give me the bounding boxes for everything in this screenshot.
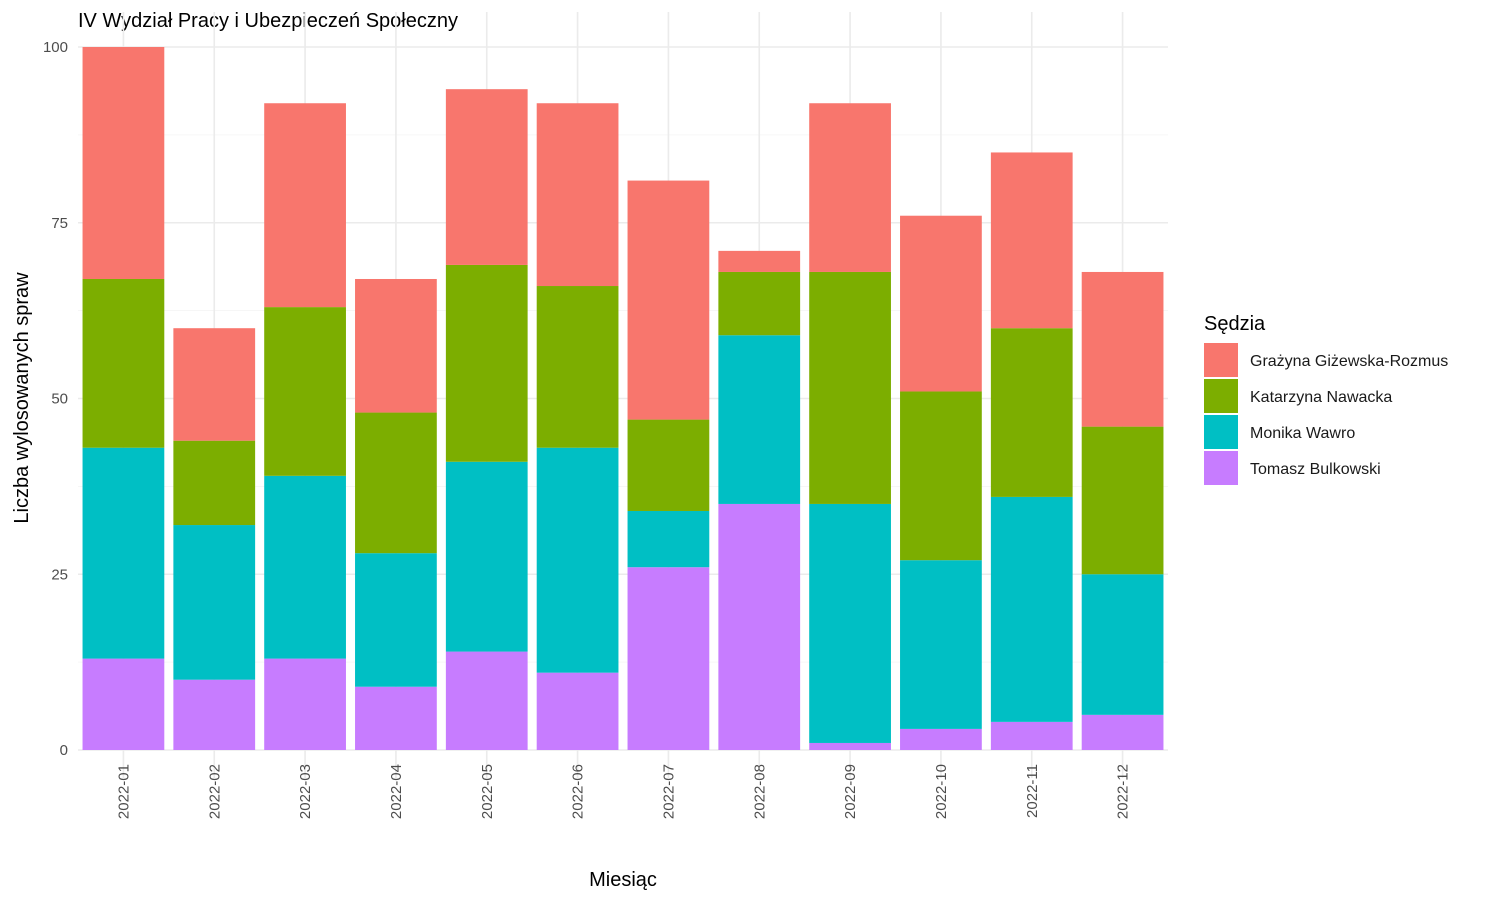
bar-segment — [445, 461, 528, 652]
bar-segment — [627, 180, 710, 420]
y-tick-label: 50 — [51, 391, 68, 408]
bar-segment — [627, 419, 710, 511]
legend-title: Sędzia — [1204, 313, 1266, 335]
bar-segment — [355, 412, 437, 554]
bar-segment — [264, 475, 346, 659]
x-tick-label: 2022-12 — [1115, 764, 1132, 819]
y-tick-label: 25 — [51, 566, 68, 583]
legend-label: Monika Wawro — [1250, 425, 1355, 442]
legend-swatch — [1204, 343, 1238, 377]
x-tick-label: 2022-06 — [570, 764, 587, 819]
bar-segment — [355, 553, 437, 687]
bar-segment — [536, 286, 619, 448]
bar-segment — [990, 328, 1073, 497]
bar-segment — [536, 672, 619, 750]
bar-segment — [355, 686, 437, 750]
chart-title: IV Wydział Pracy i Ubezpieczeń Społeczny — [78, 10, 458, 32]
bar-segment — [900, 560, 982, 729]
bar-segment — [536, 447, 619, 673]
y-tick-label: 100 — [43, 39, 68, 56]
bar-segment — [82, 47, 165, 279]
bar-segment — [809, 271, 891, 504]
bar-segment — [809, 503, 891, 743]
bar-segment — [990, 721, 1073, 750]
bar-segment — [445, 651, 528, 750]
bar-segment — [809, 742, 891, 750]
legend-label: Katarzyna Nawacka — [1250, 389, 1392, 406]
x-tick-label: 2022-03 — [297, 764, 314, 819]
bar-segment — [900, 215, 982, 392]
x-tick-label: 2022-10 — [933, 764, 950, 819]
legend-label: Grażyna Giżewska-Rozmus — [1250, 353, 1448, 370]
bar-segment — [718, 503, 801, 750]
x-tick-label: 2022-02 — [206, 764, 223, 819]
x-tick-label: 2022-04 — [388, 764, 405, 819]
x-axis-ticks: 2022-01 2022-02 2022-03 2022-04 2022-05 2022-… — [115, 764, 1131, 819]
y-axis-title: Liczba wylosowanych spraw — [11, 272, 33, 524]
legend-label: Tomasz Bulkowski — [1250, 461, 1381, 478]
bar-segment — [809, 103, 891, 272]
bar-segment — [1081, 426, 1164, 575]
bar-segment — [1081, 574, 1164, 715]
bar-segment — [264, 307, 346, 476]
x-tick-label: 2022-08 — [751, 764, 768, 819]
bar-segment — [355, 278, 437, 413]
x-tick-label: 2022-11 — [1024, 764, 1041, 818]
bar-segment — [173, 328, 256, 441]
bar-segment — [264, 658, 346, 750]
y-tick-label: 75 — [51, 215, 68, 232]
x-tick-label: 2022-07 — [660, 764, 677, 819]
bar-segment — [173, 679, 256, 750]
legend: Sędzia Grażyna Giżewska-Rozmus Katarzyna … — [1204, 313, 1448, 485]
bar-segment — [990, 152, 1073, 329]
y-tick-label: 0 — [60, 742, 68, 759]
bar-segment — [82, 447, 165, 659]
bar-segment — [990, 496, 1073, 722]
bar-segment — [536, 103, 619, 287]
bar-segment — [718, 250, 801, 272]
bar-segment — [1081, 714, 1164, 750]
legend-swatch — [1204, 379, 1238, 413]
legend-swatch — [1204, 415, 1238, 449]
bar-segment — [900, 391, 982, 561]
x-axis-title: Miesiąc — [589, 869, 657, 891]
bar-segment — [173, 440, 256, 526]
bar-segment — [627, 510, 710, 568]
x-tick-label: 2022-09 — [842, 764, 859, 819]
bar-segment — [900, 728, 982, 750]
bar-segment — [82, 658, 165, 750]
bar-segment — [82, 278, 165, 448]
bar-segment — [445, 264, 528, 462]
bar-segment — [718, 271, 801, 336]
bar-segment — [1081, 271, 1164, 427]
bar-segment — [264, 103, 346, 308]
bar-segment — [718, 335, 801, 504]
x-tick-label: 2022-01 — [115, 764, 132, 819]
y-axis-ticks: 0 25 50 75 100 — [43, 39, 68, 759]
bars — [82, 47, 1164, 750]
bar-segment — [627, 567, 710, 750]
bar-segment — [445, 89, 528, 265]
legend-swatch — [1204, 451, 1238, 485]
x-tick-label: 2022-05 — [479, 764, 496, 819]
bar-segment — [173, 525, 256, 680]
